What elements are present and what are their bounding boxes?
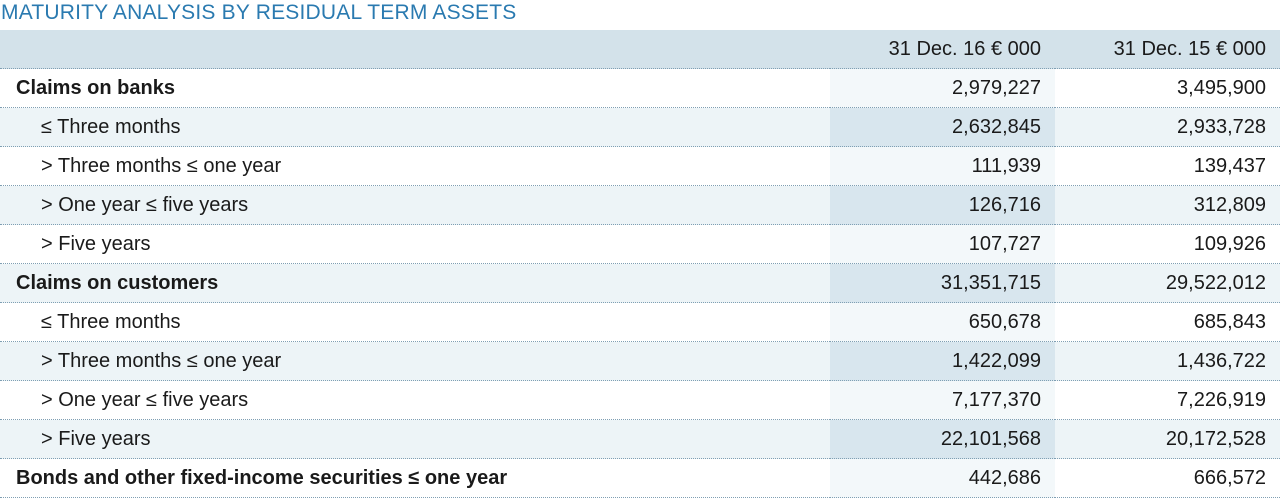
table-row: > Five years 107,727 109,926 — [0, 224, 1280, 264]
maturity-table: 31 Dec. 16 € 000 31 Dec. 15 € 000 Claims… — [0, 30, 1280, 498]
value-2016: 126,716 — [830, 185, 1055, 225]
header-col-2015: 31 Dec. 15 € 000 — [1055, 30, 1280, 69]
row-label: > Three months ≤ one year — [0, 146, 830, 186]
table-row: > Three months ≤ one year 1,422,099 1,43… — [0, 341, 1280, 381]
row-label: > One year ≤ five years — [0, 380, 830, 420]
value-2016: 31,351,715 — [830, 263, 1055, 303]
value-2015: 3,495,900 — [1055, 68, 1280, 108]
value-2015: 312,809 — [1055, 185, 1280, 225]
header-row: 31 Dec. 16 € 000 31 Dec. 15 € 000 — [0, 30, 1280, 69]
row-label: > One year ≤ five years — [0, 185, 830, 225]
value-2016: 2,979,227 — [830, 68, 1055, 108]
value-2015: 7,226,919 — [1055, 380, 1280, 420]
value-2016: 111,939 — [830, 146, 1055, 186]
row-label: > Five years — [0, 419, 830, 459]
value-2016: 1,422,099 — [830, 341, 1055, 381]
value-2015: 685,843 — [1055, 302, 1280, 342]
table-row: > Three months ≤ one year 111,939 139,43… — [0, 146, 1280, 186]
row-label: Claims on banks — [0, 68, 830, 108]
value-2016: 107,727 — [830, 224, 1055, 264]
value-2015: 666,572 — [1055, 458, 1280, 498]
table-row: > Five years 22,101,568 20,172,528 — [0, 419, 1280, 459]
table-row: > One year ≤ five years 126,716 312,809 — [0, 185, 1280, 225]
value-2016: 442,686 — [830, 458, 1055, 498]
table-row: Bonds and other fixed-income securities … — [0, 458, 1280, 498]
table-row: ≤ Three months 650,678 685,843 — [0, 302, 1280, 342]
row-label: > Three months ≤ one year — [0, 341, 830, 381]
row-label: Claims on customers — [0, 263, 830, 303]
row-label: ≤ Three months — [0, 107, 830, 147]
table-row: Claims on customers 31,351,715 29,522,01… — [0, 263, 1280, 303]
table-title: MATURITY ANALYSIS BY RESIDUAL TERM ASSET… — [1, 1, 517, 24]
value-2016: 2,632,845 — [830, 107, 1055, 147]
row-label: Bonds and other fixed-income securities … — [0, 458, 830, 498]
header-label-cell — [0, 30, 830, 69]
value-2015: 1,436,722 — [1055, 341, 1280, 381]
row-label: ≤ Three months — [0, 302, 830, 342]
table-row: Claims on banks 2,979,227 3,495,900 — [0, 68, 1280, 108]
value-2016: 650,678 — [830, 302, 1055, 342]
table-row: ≤ Three months 2,632,845 2,933,728 — [0, 107, 1280, 147]
value-2015: 29,522,012 — [1055, 263, 1280, 303]
value-2015: 139,437 — [1055, 146, 1280, 186]
value-2015: 2,933,728 — [1055, 107, 1280, 147]
value-2016: 7,177,370 — [830, 380, 1055, 420]
value-2015: 109,926 — [1055, 224, 1280, 264]
header-col-2016: 31 Dec. 16 € 000 — [830, 30, 1055, 69]
value-2016: 22,101,568 — [830, 419, 1055, 459]
table-row: > One year ≤ five years 7,177,370 7,226,… — [0, 380, 1280, 420]
row-label: > Five years — [0, 224, 830, 264]
value-2015: 20,172,528 — [1055, 419, 1280, 459]
